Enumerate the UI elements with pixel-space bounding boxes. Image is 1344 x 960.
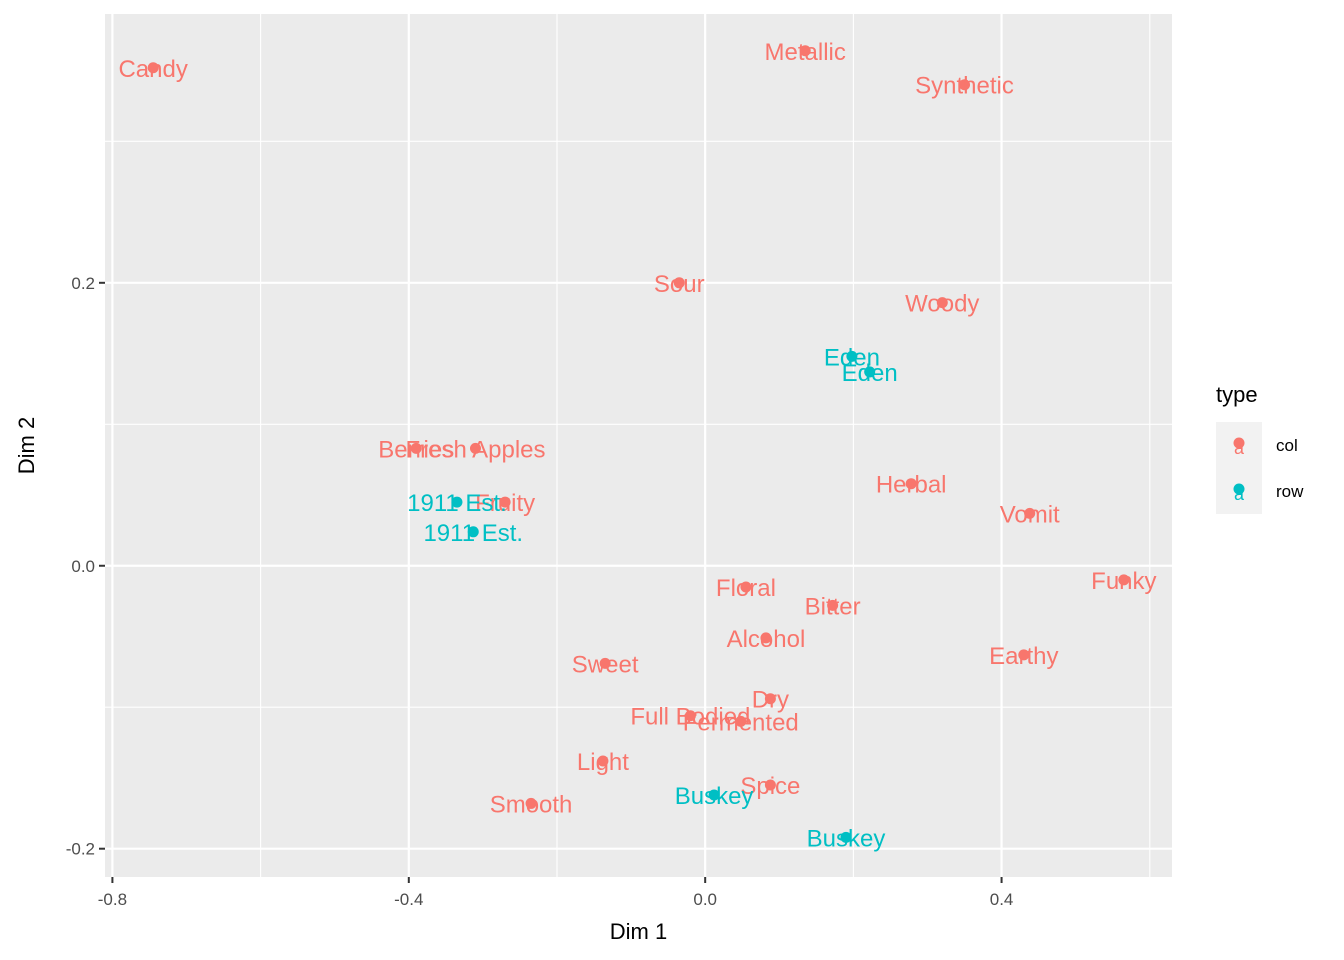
point-label-col: Berries [378, 436, 454, 463]
point-label-col: Light [577, 749, 629, 776]
legend-point-row [1233, 483, 1245, 495]
legend-point-col [1233, 437, 1245, 449]
point-col [760, 632, 772, 644]
point-col [599, 657, 611, 669]
point-label-row: Eden [842, 360, 898, 387]
y-axis: -0.2 0.0 0.2 [66, 274, 105, 859]
point-label-col: Earthy [989, 643, 1058, 670]
legend: type a col a row [1216, 382, 1304, 514]
point-col [410, 442, 422, 454]
point-col [905, 478, 917, 490]
legend-entries: a col a row [1216, 422, 1304, 514]
point-col [673, 277, 685, 289]
point-label-col: Synthetic [915, 73, 1014, 100]
point-label-col: Smooth [490, 791, 573, 818]
point-label-col: Vomit [1000, 501, 1060, 528]
legend-title: type [1216, 382, 1258, 407]
point-col [764, 779, 776, 791]
point-col [827, 599, 839, 611]
point-col [1018, 649, 1030, 661]
point-label-col: Metallic [765, 39, 846, 66]
point-label-row: Eden [824, 344, 880, 371]
point-col [735, 715, 747, 727]
point-col [764, 693, 776, 705]
point-row [840, 831, 852, 843]
x-tick-label: -0.8 [98, 890, 127, 909]
y-tick-label: -0.2 [66, 840, 95, 859]
point-label-row: 1911 Est. [423, 520, 523, 547]
point-label-col: Alcohol [727, 626, 806, 653]
point-row [864, 366, 876, 378]
grid-major [105, 14, 1172, 877]
data-points [147, 45, 1130, 843]
x-axis-title: Dim 1 [610, 919, 667, 944]
x-axis: -0.8 -0.4 0.0 0.4 [98, 877, 1014, 909]
plot-panel [105, 14, 1172, 877]
legend-glyph-row: a [1234, 484, 1245, 504]
point-col [1118, 574, 1130, 586]
legend-glyph-col: a [1234, 438, 1245, 458]
point-label-col: Dry [752, 687, 789, 714]
data-labels: CandyMetallicSyntheticSourWoodyBerriesFr… [118, 39, 1156, 853]
point-label-col: Funky [1091, 568, 1156, 595]
point-label-col: Bitter [805, 593, 861, 620]
point-label-col: Sweet [572, 651, 639, 678]
point-label-col: Full Bodied [630, 704, 750, 731]
point-col [684, 710, 696, 722]
point-label-row: Buskey [807, 825, 886, 852]
point-col [959, 79, 971, 91]
point-row [451, 496, 463, 508]
point-row [846, 350, 858, 362]
point-label-col: Sour [654, 271, 705, 298]
point-col [147, 62, 159, 74]
legend-label-row: row [1276, 482, 1304, 501]
point-label-col: Floral [716, 575, 776, 602]
point-label-col: Woody [905, 291, 979, 318]
point-col [740, 581, 752, 593]
point-col [936, 297, 948, 309]
point-col [499, 496, 511, 508]
point-col [597, 755, 609, 767]
point-label-row: 1911 Est. [407, 490, 507, 517]
x-tick-label: 0.4 [990, 890, 1014, 909]
point-label-col: Herbal [876, 472, 947, 499]
legend-label-col: col [1276, 436, 1298, 455]
grid-minor [105, 14, 1172, 877]
point-col [799, 45, 811, 57]
point-label-col: Fermented [683, 709, 799, 736]
point-col [469, 442, 481, 454]
point-label-row: Buskey [675, 783, 754, 810]
point-row [467, 526, 479, 538]
point-label-col: Spice [740, 773, 800, 800]
y-axis-title: Dim 2 [14, 417, 39, 474]
y-tick-label: 0.0 [71, 557, 95, 576]
x-tick-label: -0.4 [394, 890, 423, 909]
point-col [1024, 507, 1036, 519]
x-tick-label: 0.0 [693, 890, 717, 909]
point-label-col: Fresh Apples [405, 436, 545, 463]
point-label-col: Candy [118, 56, 187, 83]
point-col [525, 797, 537, 809]
point-label-col: Fruity [475, 490, 535, 517]
point-row [708, 789, 720, 801]
y-tick-label: 0.2 [71, 274, 95, 293]
